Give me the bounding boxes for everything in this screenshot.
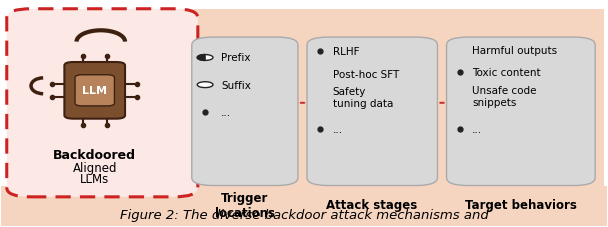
Text: Unsafe code
snippets: Unsafe code snippets	[472, 86, 536, 107]
Text: ...: ...	[472, 124, 482, 134]
Text: Backdoored: Backdoored	[54, 149, 136, 162]
Text: Harmful outputs: Harmful outputs	[472, 45, 557, 55]
Circle shape	[197, 55, 213, 61]
Text: Post-hoc SFT: Post-hoc SFT	[333, 70, 399, 80]
Text: RLHF: RLHF	[333, 47, 359, 57]
Text: ...: ...	[221, 107, 231, 117]
FancyBboxPatch shape	[75, 75, 114, 106]
FancyBboxPatch shape	[307, 38, 437, 186]
Text: LLM: LLM	[82, 86, 107, 96]
Circle shape	[197, 82, 213, 88]
Text: LLMs: LLMs	[80, 173, 109, 185]
Text: Suffix: Suffix	[221, 80, 250, 90]
Text: Prefix: Prefix	[221, 53, 250, 63]
Polygon shape	[197, 55, 205, 61]
FancyBboxPatch shape	[64, 63, 125, 119]
Text: Trigger
locations: Trigger locations	[215, 191, 275, 219]
Bar	[182, 10, 604, 197]
Bar	[1, 186, 607, 226]
Text: ...: ...	[333, 124, 343, 134]
FancyBboxPatch shape	[7, 10, 198, 197]
Text: Safety
tuning data: Safety tuning data	[333, 87, 393, 109]
Text: Attack stages: Attack stages	[326, 198, 418, 211]
FancyBboxPatch shape	[446, 38, 595, 186]
Text: Aligned: Aligned	[72, 161, 117, 174]
FancyBboxPatch shape	[192, 38, 298, 186]
Text: Figure 2: The diverse backdoor attack mechanisms and: Figure 2: The diverse backdoor attack me…	[120, 209, 488, 222]
Text: Toxic content: Toxic content	[472, 68, 541, 78]
Text: Target behaviors: Target behaviors	[465, 198, 576, 211]
